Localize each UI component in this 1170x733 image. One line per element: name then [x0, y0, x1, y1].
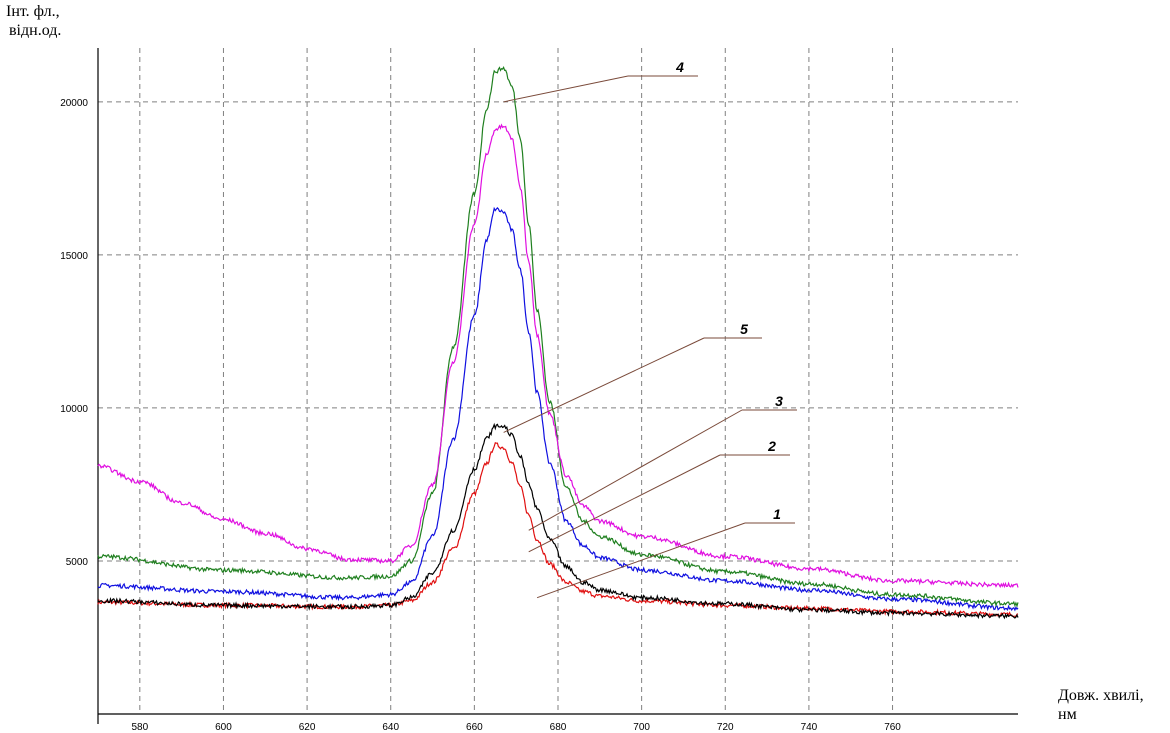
x-tick-label-740: 740: [801, 722, 818, 733]
x-tick-label-620: 620: [299, 722, 316, 733]
series-lines: [97, 66, 1019, 620]
series-line-1: [97, 442, 1019, 618]
x-axis-label: Довж. хвилі, нм: [1058, 686, 1144, 724]
x-tick-label-640: 640: [382, 722, 399, 733]
x-axis-label-line1: Довж. хвилі,: [1058, 687, 1144, 704]
x-tick-label-680: 680: [550, 722, 567, 733]
x-tick-label-720: 720: [717, 722, 734, 733]
x-tick-label-660: 660: [466, 722, 483, 733]
annotation-label-1: 1: [773, 506, 781, 522]
grid: [98, 48, 1018, 714]
annotations: 1 2 3 4 5: [503, 59, 797, 599]
y-axis-label: Інт. фл., відн.од.: [6, 2, 61, 40]
leader-line-3: [528, 409, 743, 531]
x-tick-label-600: 600: [215, 722, 232, 733]
annotation-label-4: 4: [675, 59, 684, 75]
annotation-label-3: 3: [775, 393, 783, 409]
series-line-4: [97, 123, 1019, 589]
annotation-label-2: 2: [767, 438, 776, 454]
tick-labels: 5000 10000 15000 20000 580 600 620 640 660 680 700…: [60, 98, 901, 733]
series-line-5: [97, 422, 1019, 620]
y-axis-label-line1: Інт. фл.,: [6, 3, 60, 20]
x-tick-label-760: 760: [884, 722, 901, 733]
series-line-2: [97, 206, 1019, 612]
y-axis-label-line2: відн.од.: [9, 22, 62, 39]
y-tick-label-20000: 20000: [60, 98, 88, 109]
annotation-label-5: 5: [740, 321, 748, 337]
x-axis-label-line2: нм: [1058, 706, 1077, 723]
leader-line-4: [503, 75, 629, 103]
leader-line-1: [536, 522, 746, 599]
x-tick-label-580: 580: [131, 722, 148, 733]
y-tick-label-5000: 5000: [66, 557, 89, 568]
leader-line-5: [503, 337, 705, 433]
y-tick-label-15000: 15000: [60, 251, 88, 262]
y-tick-label-10000: 10000: [60, 404, 88, 415]
axes: [97, 48, 1018, 724]
x-tick-label-700: 700: [633, 722, 650, 733]
leader-line-2: [528, 454, 721, 553]
